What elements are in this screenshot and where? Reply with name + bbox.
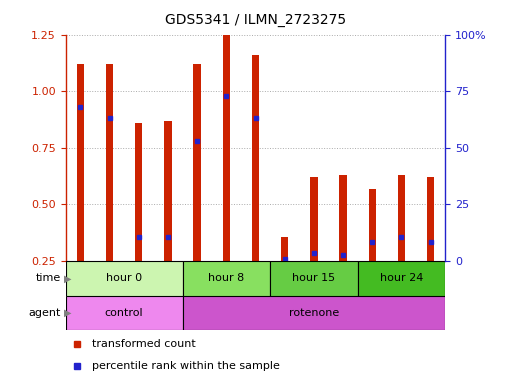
- Bar: [222, 35, 230, 261]
- Text: rotenone: rotenone: [288, 308, 338, 318]
- Bar: [426, 177, 433, 261]
- Bar: [193, 64, 200, 261]
- Bar: [135, 123, 142, 261]
- Bar: [310, 177, 317, 261]
- Bar: [66, 261, 182, 296]
- Bar: [106, 64, 113, 261]
- Text: hour 8: hour 8: [208, 273, 244, 283]
- Bar: [270, 261, 357, 296]
- Bar: [77, 64, 84, 261]
- Bar: [182, 296, 444, 330]
- Bar: [251, 55, 259, 261]
- Text: hour 0: hour 0: [106, 273, 142, 283]
- Bar: [182, 261, 270, 296]
- Text: hour 24: hour 24: [379, 273, 422, 283]
- Text: ▶: ▶: [64, 273, 72, 283]
- Bar: [397, 175, 405, 261]
- Bar: [368, 189, 375, 261]
- Bar: [66, 296, 182, 330]
- Bar: [280, 237, 288, 261]
- Bar: [164, 121, 171, 261]
- Text: percentile rank within the sample: percentile rank within the sample: [92, 361, 280, 371]
- Text: ▶: ▶: [64, 308, 72, 318]
- Text: agent: agent: [28, 308, 61, 318]
- Bar: [357, 261, 444, 296]
- Text: GDS5341 / ILMN_2723275: GDS5341 / ILMN_2723275: [165, 13, 345, 27]
- Text: time: time: [35, 273, 61, 283]
- Bar: [339, 175, 346, 261]
- Text: hour 15: hour 15: [292, 273, 335, 283]
- Text: control: control: [105, 308, 143, 318]
- Text: transformed count: transformed count: [92, 339, 196, 349]
